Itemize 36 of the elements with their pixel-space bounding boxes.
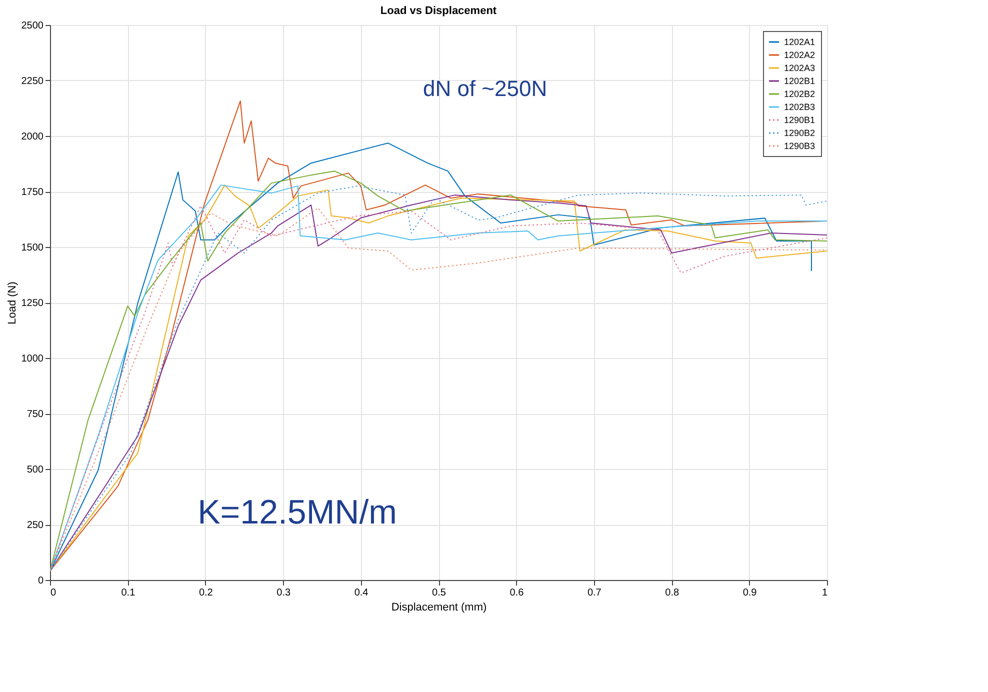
x-tick-label: 0.9 xyxy=(742,588,758,598)
y-tick-label: 1750 xyxy=(21,187,44,198)
x-tick-label: 0.6 xyxy=(510,588,524,598)
y-tick-label: 750 xyxy=(26,409,44,420)
annotation: K=12.5MN/m xyxy=(198,493,397,532)
x-tick-label: 1 xyxy=(822,588,828,598)
y-tick-label: 1500 xyxy=(21,242,44,254)
y-tick-label: 1000 xyxy=(21,354,44,364)
legend-label: 1202A1 xyxy=(784,37,816,47)
x-tick-label: 0.2 xyxy=(198,588,214,598)
chart-title: Load vs Displacement xyxy=(380,5,497,17)
y-tick-label: 0 xyxy=(38,576,44,586)
legend-label: 1202B3 xyxy=(784,102,816,112)
legend-label: 1202B2 xyxy=(784,89,816,99)
legend-label: 1290B2 xyxy=(784,128,816,138)
x-tick-label: 0.8 xyxy=(665,588,680,598)
y-tick-label: 500 xyxy=(26,464,44,476)
x-tick-label: 0.5 xyxy=(432,588,446,598)
x-tick-label: 0.1 xyxy=(121,588,136,598)
x-tick-label: 0.4 xyxy=(354,588,369,598)
legend-label: 1290B3 xyxy=(784,141,816,151)
x-tick-label: 0 xyxy=(50,588,56,598)
x-tick-label: 0.3 xyxy=(276,588,291,598)
x-tick-label: 0.7 xyxy=(587,588,602,598)
legend-label: 1202B1 xyxy=(784,76,816,86)
y-tick-label: 2000 xyxy=(21,132,44,142)
y-tick-label: 1250 xyxy=(21,298,44,309)
annotation: dN of ~250N xyxy=(422,76,548,101)
legend-label: 1202A2 xyxy=(784,50,816,60)
legend-label: 1202A3 xyxy=(784,63,816,73)
y-axis-title: Load (N) xyxy=(6,282,18,324)
x-axis-title: Displacement (mm) xyxy=(391,602,487,614)
y-tick-label: 250 xyxy=(26,520,44,531)
y-tick-label: 2500 xyxy=(21,20,44,32)
legend-label: 1290B1 xyxy=(784,115,816,125)
y-tick-label: 2250 xyxy=(21,76,44,87)
